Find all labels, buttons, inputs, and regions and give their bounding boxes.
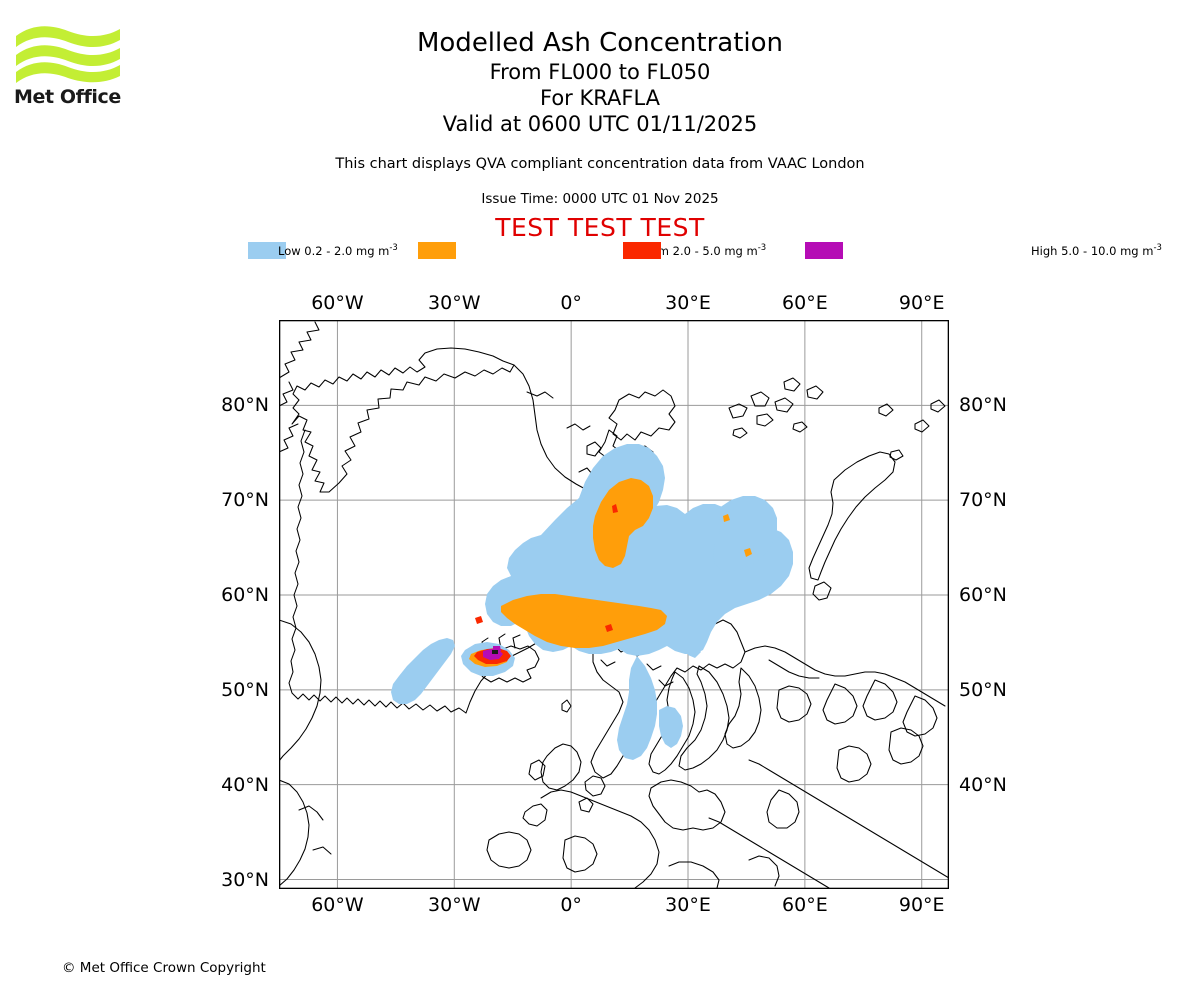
volcano-line: For KRAFLA bbox=[540, 86, 660, 110]
coastlines bbox=[279, 321, 949, 889]
lat-tick-left-4: 40°N bbox=[221, 773, 269, 796]
lat-tick-left-5: 30°N bbox=[221, 868, 269, 891]
lat-tick-right-0: 80°N bbox=[959, 394, 1007, 417]
lon-tick-top-4: 60°E bbox=[782, 292, 828, 314]
plume-medium-north bbox=[593, 478, 653, 568]
lon-tick-top-0: 60°W bbox=[311, 292, 364, 314]
volcano-source-marker bbox=[492, 650, 498, 654]
plume-low-greenland-se bbox=[391, 638, 455, 704]
plume-low-baltic bbox=[617, 656, 657, 760]
legend-low-label: Low 0.2 - 2.0 mg m-3 bbox=[278, 243, 398, 258]
legend-medium-swatch bbox=[418, 242, 456, 259]
plume-medium-fleck-1 bbox=[744, 548, 752, 557]
plume-low-patch-2 bbox=[688, 646, 701, 658]
legend-very-high-swatch bbox=[805, 242, 843, 259]
plume-low-east bbox=[713, 496, 777, 572]
ash-plume bbox=[391, 444, 793, 760]
lon-tick-bottom-1: 30°W bbox=[428, 894, 481, 916]
lat-tick-right-4: 40°N bbox=[959, 773, 1007, 796]
legend-high-swatch bbox=[623, 242, 661, 259]
title-block: Modelled Ash Concentration From FL000 to… bbox=[0, 28, 1200, 137]
map-frame bbox=[279, 320, 949, 889]
lon-tick-bottom-0: 60°W bbox=[311, 894, 364, 916]
legend-high-label: High 5.0 - 10.0 mg m-3 bbox=[1031, 243, 1162, 258]
plume-low-bothnia bbox=[659, 706, 683, 748]
met-office-waves-icon bbox=[16, 26, 120, 83]
lon-tick-bottom-3: 30°E bbox=[665, 894, 711, 916]
lat-tick-left-1: 70°N bbox=[221, 489, 269, 512]
map-canvas bbox=[279, 320, 949, 889]
legend-low-swatch bbox=[248, 242, 286, 259]
lon-tick-top-2: 0° bbox=[560, 292, 582, 314]
ash-concentration-map bbox=[279, 320, 949, 889]
lon-tick-top-1: 30°W bbox=[428, 292, 481, 314]
lat-tick-right-2: 60°N bbox=[959, 584, 1007, 607]
lon-tick-bottom-4: 60°E bbox=[782, 894, 828, 916]
plume-high-fleck-3 bbox=[612, 504, 618, 513]
concentration-legend: Low 0.2 - 2.0 mg m-3 Medium 2.0 - 5.0 mg … bbox=[248, 240, 1162, 262]
valid-time-line: Valid at 0600 UTC 01/11/2025 bbox=[442, 112, 758, 136]
met-office-logo: Met Office bbox=[14, 22, 124, 117]
met-office-wordmark: Met Office bbox=[14, 86, 121, 108]
lon-tick-bottom-2: 0° bbox=[560, 894, 582, 916]
plume-high-fleck-1 bbox=[475, 616, 483, 624]
flight-level-line: From FL000 to FL050 bbox=[489, 60, 711, 84]
lat-tick-left-0: 80°N bbox=[221, 394, 269, 417]
page-title: Modelled Ash Concentration bbox=[416, 28, 784, 58]
lon-tick-bottom-5: 90°E bbox=[898, 894, 945, 916]
plume-very-high-fleck bbox=[493, 646, 501, 651]
test-banner: TEST TEST TEST bbox=[495, 213, 705, 242]
lat-tick-left-2: 60°N bbox=[221, 584, 269, 607]
plume-medium-fleck-2 bbox=[723, 514, 730, 522]
lat-tick-right-3: 50°N bbox=[959, 678, 1007, 701]
lon-tick-top-5: 90°E bbox=[898, 292, 945, 314]
qva-compliance-note: This chart displays QVA compliant concen… bbox=[335, 156, 865, 172]
lat-tick-left-3: 50°N bbox=[221, 678, 269, 701]
lat-tick-right-1: 70°N bbox=[959, 489, 1007, 512]
issue-time-label: Issue Time: 0000 UTC 01 Nov 2025 bbox=[481, 191, 719, 207]
copyright-notice: © Met Office Crown Copyright bbox=[62, 960, 266, 976]
plume-high-fleck-2 bbox=[605, 624, 613, 632]
lon-tick-top-3: 30°E bbox=[665, 292, 711, 314]
